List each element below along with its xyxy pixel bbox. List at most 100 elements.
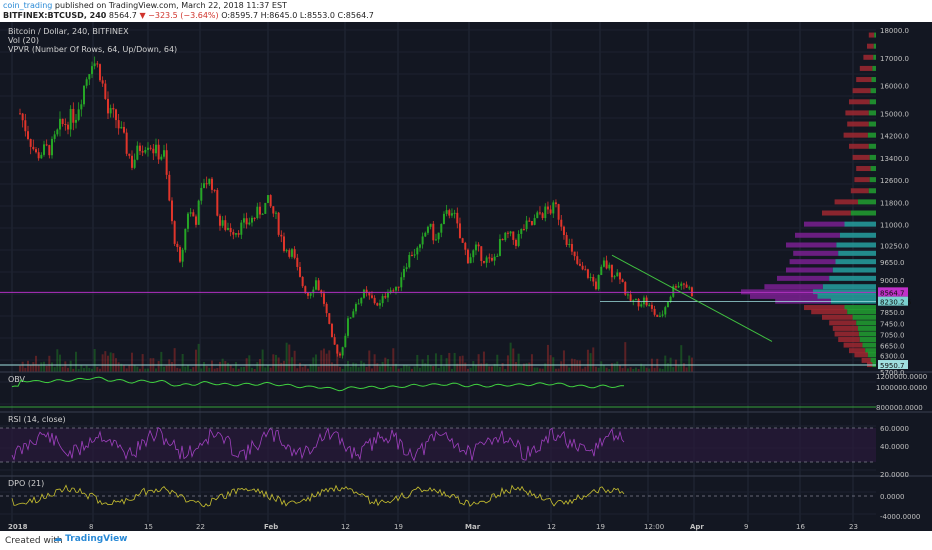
candle-body <box>640 304 643 307</box>
candle-body <box>202 183 205 188</box>
volume-bar <box>416 354 419 372</box>
volume-bar <box>378 366 381 372</box>
volume-bar <box>688 355 691 372</box>
volume-bar <box>66 367 69 372</box>
volume-bar <box>402 364 405 372</box>
candle-body <box>90 66 93 75</box>
volume-bar <box>592 347 595 372</box>
candle-body <box>104 83 107 99</box>
candle-body <box>680 283 683 286</box>
volume-bar <box>466 368 469 372</box>
vpvr-down-row <box>804 221 845 227</box>
vpvr-up-row <box>871 77 876 83</box>
vpvr-up-row <box>870 357 876 363</box>
candle-body <box>458 223 461 239</box>
volume-bar <box>354 363 357 372</box>
volume-bar <box>440 354 443 372</box>
volume-bar <box>528 362 531 372</box>
volume-bar <box>338 366 341 372</box>
candle-body <box>322 293 325 304</box>
volume-bar <box>125 368 128 372</box>
volume-bar <box>178 368 181 372</box>
price-tick-label: 6300.0 <box>880 352 905 360</box>
volume-bar <box>269 367 272 372</box>
price-tick-label: 9650.0 <box>880 259 905 267</box>
candle-body <box>197 200 200 225</box>
candle-body <box>669 296 672 302</box>
vpvr-up-row <box>869 99 876 105</box>
volume-bar <box>317 366 320 372</box>
candle-body <box>642 297 645 305</box>
volume-bar <box>461 355 464 372</box>
volume-bar <box>618 364 621 372</box>
price-tick-label: 7850.0 <box>880 309 905 317</box>
candle-body <box>376 303 379 306</box>
price-tick-label: 13400.0 <box>880 155 909 163</box>
candle-body <box>237 233 240 235</box>
volume-bar <box>496 354 499 372</box>
volume-bar <box>181 353 184 372</box>
volume-bar <box>397 368 400 372</box>
candle-body <box>616 272 619 277</box>
volume-bar <box>333 363 336 372</box>
vpvr-down-row <box>822 314 853 320</box>
volume-bar <box>586 349 589 372</box>
candle-body <box>69 108 72 130</box>
candle-body <box>34 149 37 153</box>
rsi-line <box>11 426 625 462</box>
candle-body <box>186 213 189 229</box>
candle-body <box>74 119 77 123</box>
volume-bar <box>474 364 477 372</box>
vpvr-up-row <box>868 110 876 116</box>
volume-bar <box>680 345 683 372</box>
candle-body <box>338 353 341 356</box>
volume-bar <box>146 368 149 372</box>
volume-bar <box>453 352 456 372</box>
price-tick-label: 16000.0 <box>880 83 909 91</box>
candle-body <box>320 290 323 294</box>
candle-body <box>509 231 512 234</box>
candle-body <box>410 254 413 256</box>
price-axis: 18000.0 17000.0 16000.0 15000.0 14200.0 13400… <box>878 27 911 377</box>
volume-bar <box>341 368 344 372</box>
volume-bar <box>517 353 520 372</box>
volume-bar <box>477 354 480 372</box>
volume-bar <box>328 350 331 372</box>
volume-bar <box>96 366 99 372</box>
candle-body <box>277 212 280 235</box>
chart-canvas[interactable]: OBV RSI (14, close) DPO (21) 1200000.0000 10… <box>0 22 932 531</box>
vpvr-down-row <box>854 352 868 358</box>
volume-bar <box>562 350 565 372</box>
volume-bar <box>136 366 139 372</box>
legend-title: Bitcoin / Dollar, 240, BITFINEX <box>8 27 129 36</box>
vpvr-up-row <box>874 32 876 38</box>
volume-bar <box>634 367 637 372</box>
vpvr-down-row <box>786 242 837 248</box>
candle-body <box>485 257 488 263</box>
candle-body <box>208 178 211 185</box>
candle-body <box>368 292 371 296</box>
candle-body <box>592 276 595 282</box>
price-change: ▼ −323.5 (−3.64%) <box>139 11 219 20</box>
candle-body <box>200 187 203 201</box>
candle-body <box>690 287 693 297</box>
candle-body <box>442 213 445 224</box>
volume-bar <box>322 348 325 372</box>
candle-body <box>269 195 272 207</box>
volume-bar <box>541 368 544 372</box>
tradingview-logo[interactable]: ☁ TradingView <box>53 534 128 544</box>
volume-bar <box>90 368 93 372</box>
volume-bar <box>130 352 133 372</box>
candle-body <box>512 231 515 240</box>
volume-bar <box>448 352 451 372</box>
publish-line: coin_trading published on TradingView.co… <box>3 1 287 11</box>
volume-bar <box>666 363 669 372</box>
candle-body <box>26 131 29 139</box>
volume-bar <box>352 362 355 372</box>
price-tick-label: 18000.0 <box>880 27 909 35</box>
candle-body <box>405 267 408 269</box>
volume-bar <box>42 361 45 372</box>
indicator-tick-label: 1000000.0000 <box>876 384 927 392</box>
candle-body <box>192 212 195 217</box>
author-link[interactable]: coin_trading <box>3 1 53 10</box>
